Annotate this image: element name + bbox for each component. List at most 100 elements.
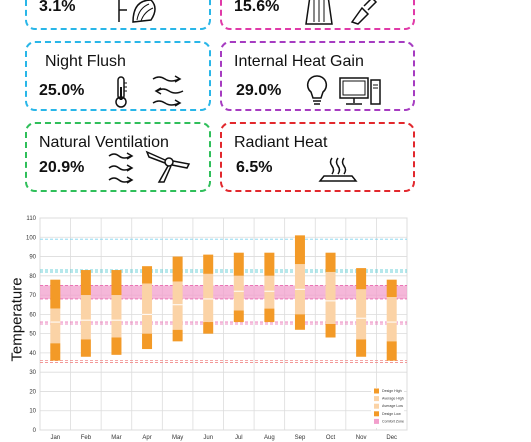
legend: Design High Average High Average Low Design… xyxy=(371,388,404,428)
bar-design-high xyxy=(142,266,153,284)
airflow-icon xyxy=(152,75,184,107)
legend-swatch xyxy=(374,411,379,417)
bar-design-high xyxy=(50,279,61,309)
legend-label: Design Low xyxy=(382,412,401,416)
bar-design-low xyxy=(172,329,183,342)
bar-average-range xyxy=(142,283,153,334)
bar-average-range xyxy=(50,308,61,344)
card-value: 25.0% xyxy=(39,82,85,99)
card-internal-heat-gain: Internal Heat Gain 29.0% xyxy=(220,41,415,111)
tick-labels: 0 10 20 30 40 50 60 70 80 90 100 110 Jan Feb Mar Apr May… xyxy=(26,216,397,441)
x-tick-label: Apr xyxy=(142,435,151,441)
y-tick-label: 50 xyxy=(29,332,36,338)
card-natural-ventilation: Natural Ventilation 20.9% xyxy=(25,122,211,192)
x-tick-label: Aug xyxy=(264,435,275,441)
bar-design-high xyxy=(233,252,244,276)
bar-design-high xyxy=(294,235,305,265)
radiant-floor-icon xyxy=(318,157,358,182)
wind-icon xyxy=(108,152,134,184)
bar-design-low xyxy=(264,308,275,323)
bar-average-range xyxy=(386,297,397,342)
card-radiant-heat: Radiant Heat 6.5% xyxy=(220,122,415,192)
y-tick-label: 20 xyxy=(29,389,36,395)
y-axis-title: Temperature xyxy=(8,277,26,362)
bar-design-low xyxy=(50,343,61,361)
card-title: Natural Ventilation xyxy=(39,134,169,151)
x-tick-label: Mar xyxy=(111,435,121,441)
plot-frame xyxy=(39,217,408,431)
bar-average-range xyxy=(233,275,244,311)
comfort-zone-band xyxy=(40,285,407,299)
sweater-icon xyxy=(305,0,333,25)
x-tick-label: Oct xyxy=(326,435,336,441)
comfort-zone xyxy=(40,285,407,300)
y-tick-label: 0 xyxy=(33,428,37,434)
legend-swatch xyxy=(374,403,379,409)
ceiling-fan-icon xyxy=(145,150,191,183)
grid xyxy=(39,217,408,431)
bar-design-high xyxy=(111,270,122,296)
card-title: Internal Heat Gain xyxy=(234,53,364,70)
y-tick-label: 100 xyxy=(26,235,37,241)
bar-average-range xyxy=(172,281,183,330)
x-tick-label: Feb xyxy=(81,435,92,441)
computer-icon xyxy=(339,77,381,105)
bar-average-range xyxy=(325,271,336,324)
x-tick-label: May xyxy=(172,435,183,441)
y-tick-label: 70 xyxy=(29,293,36,299)
card-title: Night Flush xyxy=(45,53,126,70)
bar-average-range xyxy=(203,273,214,323)
card-value: 15.6% xyxy=(234,0,280,15)
card-title: Radiant Heat xyxy=(234,134,328,151)
bar-design-high xyxy=(325,252,336,272)
x-tick-label: Dec xyxy=(386,435,397,441)
x-tick-label: Nov xyxy=(356,435,367,441)
heater-icon xyxy=(350,0,378,25)
bar-design-low xyxy=(233,310,244,323)
bar-design-high xyxy=(356,268,367,290)
card-night-flush: Night Flush 25.0% xyxy=(25,41,211,111)
legend-swatch xyxy=(374,418,379,424)
x-tick-label: Sep xyxy=(295,435,306,441)
bar-design-low xyxy=(386,341,397,361)
bar-design-high xyxy=(264,252,275,276)
y-tick-label: 90 xyxy=(29,255,36,261)
x-tick-label: Jul xyxy=(235,435,243,441)
card-cooling: 3.1% xyxy=(25,0,211,30)
reference-lines xyxy=(40,238,407,363)
bar-average-range xyxy=(294,264,305,315)
y-tick-label: 40 xyxy=(29,351,36,357)
bar-design-low xyxy=(80,339,91,357)
y-tick-label: 60 xyxy=(29,312,36,318)
bar-design-high xyxy=(172,256,183,282)
y-tick-label: 110 xyxy=(26,216,36,222)
legend-label: Design High xyxy=(382,389,402,393)
card-value: 3.1% xyxy=(39,0,76,15)
bar-average-range xyxy=(356,289,367,340)
bar-average-range xyxy=(264,275,275,309)
card-value: 29.0% xyxy=(236,82,282,99)
legend-label: Average High xyxy=(382,397,404,401)
thermometer-icon xyxy=(115,76,127,108)
x-tick-label: Jan xyxy=(50,435,60,441)
x-tick-label: Jun xyxy=(203,435,213,441)
bar-design-high xyxy=(386,279,397,298)
evaporative-cooler-icon xyxy=(118,0,156,23)
light-bulb-icon xyxy=(306,75,328,105)
bar-design-low xyxy=(203,322,214,334)
bar-design-low xyxy=(111,337,122,355)
legend-swatch xyxy=(374,396,379,402)
y-tick-label: 80 xyxy=(29,274,36,280)
legend-label: Comfort Zone xyxy=(382,419,404,423)
bar-design-low xyxy=(356,339,367,357)
legend-swatch xyxy=(374,388,379,394)
bar-average-range xyxy=(111,295,122,338)
bar-average-range xyxy=(80,295,91,340)
card-clothing: 15.6% xyxy=(220,0,415,30)
legend-label: Average Low xyxy=(382,404,403,408)
bar-design-low xyxy=(294,314,305,330)
bar-design-low xyxy=(142,333,153,350)
bars xyxy=(50,235,397,361)
card-value: 20.9% xyxy=(39,159,85,176)
bar-design-high xyxy=(203,254,214,274)
